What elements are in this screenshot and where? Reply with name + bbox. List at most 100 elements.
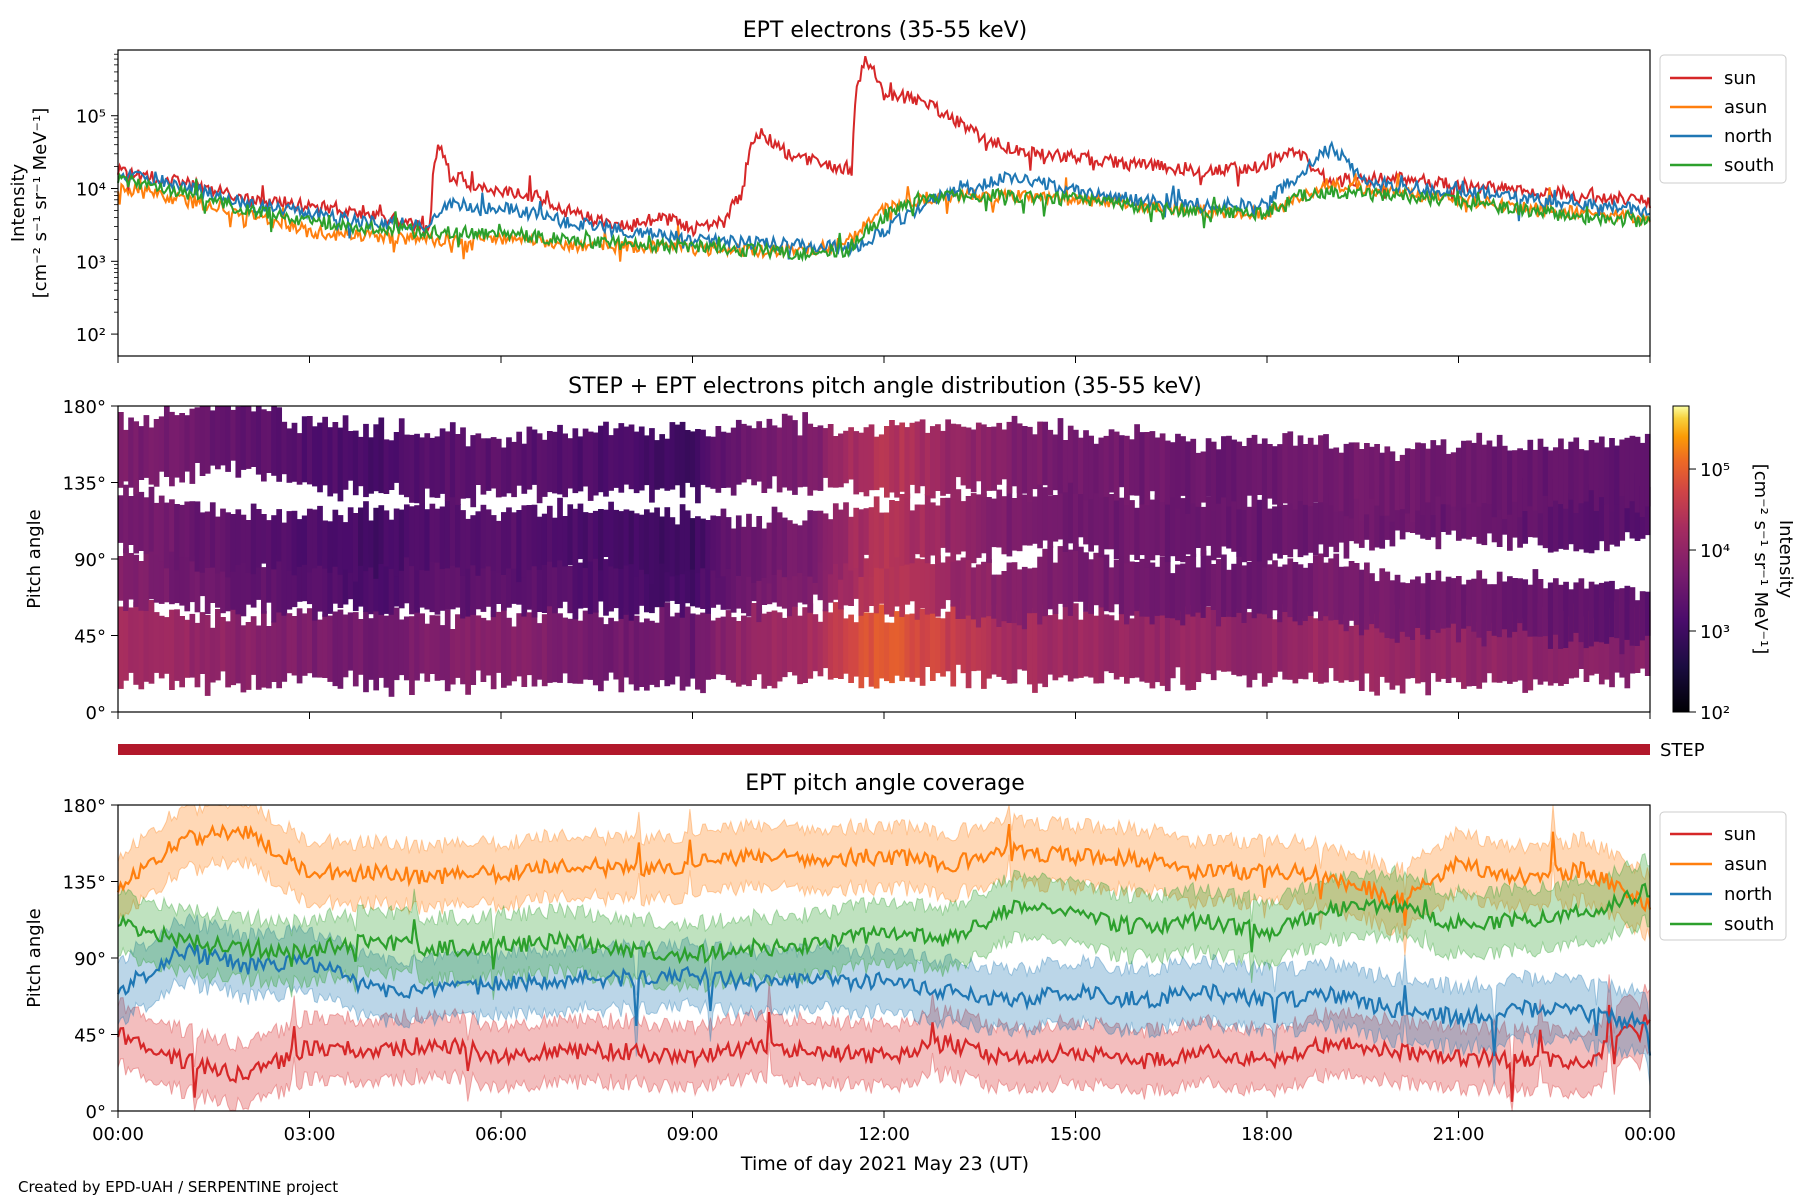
- south-heatmap-cell: [1547, 484, 1554, 553]
- sun-heatmap-cell: [633, 615, 640, 691]
- asun-heatmap-cell: [306, 416, 313, 485]
- south-heatmap-cell: [919, 504, 926, 558]
- north-heatmap-cell: [526, 556, 533, 610]
- north-heatmap-cell: [654, 551, 660, 608]
- south-heatmap-cell: [562, 516, 568, 567]
- sun-heatmap-cell: [582, 610, 589, 680]
- sun-heatmap-cell: [546, 603, 553, 683]
- sun-heatmap-cell: [220, 617, 226, 672]
- north-heatmap-cell: [1021, 566, 1028, 630]
- south-heatmap-cell: [735, 515, 742, 576]
- north-heatmap-cell: [924, 550, 931, 615]
- north-heatmap-cell: [1169, 573, 1176, 619]
- asun-heatmap-cell: [495, 438, 502, 498]
- y-tick-label: 0°: [86, 703, 106, 724]
- sun-heatmap-cell: [1527, 615, 1534, 691]
- north-heatmap-cell: [623, 556, 630, 615]
- sun-heatmap-cell: [623, 607, 630, 678]
- y-tick-label: 45°: [74, 1026, 106, 1047]
- north-heatmap-cell: [546, 550, 553, 607]
- north-heatmap-cell: [1302, 567, 1309, 621]
- north-heatmap-cell: [1307, 563, 1314, 616]
- sun-heatmap-cell: [1404, 610, 1411, 679]
- asun-heatmap-cell: [975, 422, 982, 482]
- sun-heatmap-cell: [1282, 604, 1289, 680]
- north-heatmap-cell: [383, 547, 390, 614]
- asun-heatmap-cell: [761, 427, 768, 493]
- sun-heatmap-cell: [996, 604, 1003, 677]
- asun-heatmap-cell: [654, 440, 660, 490]
- south-heatmap-cell: [1149, 499, 1156, 561]
- north-heatmap-cell: [358, 550, 364, 607]
- north-heatmap-cell: [424, 564, 431, 610]
- north-heatmap-cell: [1200, 550, 1207, 618]
- north-heatmap-cell: [552, 565, 558, 614]
- sun-heatmap-cell: [1001, 619, 1008, 680]
- asun-heatmap-cell: [485, 438, 492, 491]
- asun-heatmap-cell: [332, 422, 339, 494]
- north-heatmap-cell: [1098, 546, 1105, 608]
- south-heatmap-cell: [255, 509, 262, 568]
- sun-heatmap-cell: [215, 609, 221, 681]
- south-heatmap-cell: [271, 515, 277, 570]
- south-heatmap-cell: [398, 509, 405, 571]
- north-heatmap-cell: [1593, 584, 1600, 642]
- asun-heatmap-cell: [296, 433, 303, 485]
- north-heatmap-cell: [143, 549, 150, 611]
- legend-box: [1659, 54, 1787, 184]
- sun-heatmap-cell: [1542, 606, 1549, 682]
- south-heatmap-cell: [322, 520, 328, 569]
- asun-heatmap-cell: [1006, 421, 1013, 494]
- south-heatmap-cell: [470, 515, 477, 566]
- asun-heatmap-cell: [623, 426, 630, 485]
- south-heatmap-cell: [838, 509, 844, 580]
- asun-heatmap-cell: [608, 435, 614, 491]
- south-heatmap-cell: [424, 509, 431, 571]
- sun-heatmap-cell: [613, 621, 620, 680]
- sun-heatmap-cell: [735, 621, 742, 687]
- south-heatmap-cell: [1124, 495, 1130, 564]
- north-heatmap-cell: [592, 555, 599, 613]
- north-heatmap-cell: [1394, 574, 1401, 643]
- south-heatmap-cell: [914, 504, 921, 555]
- sun-heatmap-cell: [1501, 612, 1508, 682]
- south-heatmap-cell: [1129, 500, 1135, 555]
- asun-heatmap-cell: [878, 434, 885, 488]
- north-heatmap-cell: [347, 552, 354, 600]
- south-heatmap-cell: [955, 489, 962, 555]
- south-heatmap-cell: [546, 505, 553, 562]
- south-heatmap-cell: [582, 512, 589, 568]
- south-heatmap-cell: [296, 519, 303, 567]
- sun-heatmap-cell: [654, 622, 660, 688]
- south-heatmap-cell: [1282, 504, 1289, 555]
- sun-heatmap-cell: [710, 620, 717, 680]
- south-heatmap-cell: [797, 525, 803, 573]
- intensity-ylabel: Intensity: [8, 163, 29, 242]
- asun-heatmap-cell: [245, 406, 252, 469]
- north-heatmap-cell: [1629, 587, 1636, 646]
- asun-heatmap-cell: [363, 423, 369, 498]
- north-heatmap-cell: [1333, 553, 1340, 620]
- sun-heatmap-cell: [1011, 621, 1018, 684]
- asun-heatmap-cell: [741, 423, 747, 483]
- south-heatmap-cell: [1246, 506, 1253, 561]
- asun-heatmap-cell: [618, 423, 625, 493]
- asun-heatmap-cell: [894, 425, 900, 498]
- north-heatmap-cell: [705, 554, 711, 614]
- colorbar-tick-label: 10⁵: [1700, 460, 1730, 481]
- asun-heatmap-cell: [827, 424, 834, 488]
- north-heatmap-cell: [730, 553, 737, 613]
- y-tick-label: 135°: [63, 873, 106, 894]
- sun-heatmap-cell: [1200, 604, 1207, 674]
- sun-heatmap-cell: [909, 613, 916, 682]
- asun-heatmap-cell: [480, 438, 487, 495]
- sun-heatmap-cell: [1047, 615, 1054, 675]
- step-bar-label: STEP: [1660, 740, 1705, 761]
- sun-heatmap-cell: [460, 606, 466, 685]
- south-heatmap-cell: [705, 520, 711, 570]
- sun-heatmap-cell: [541, 614, 548, 687]
- asun-heatmap-cell: [1169, 442, 1176, 498]
- south-heatmap-cell: [1312, 502, 1319, 556]
- north-heatmap-cell: [1598, 582, 1605, 643]
- south-heatmap-cell: [199, 512, 206, 573]
